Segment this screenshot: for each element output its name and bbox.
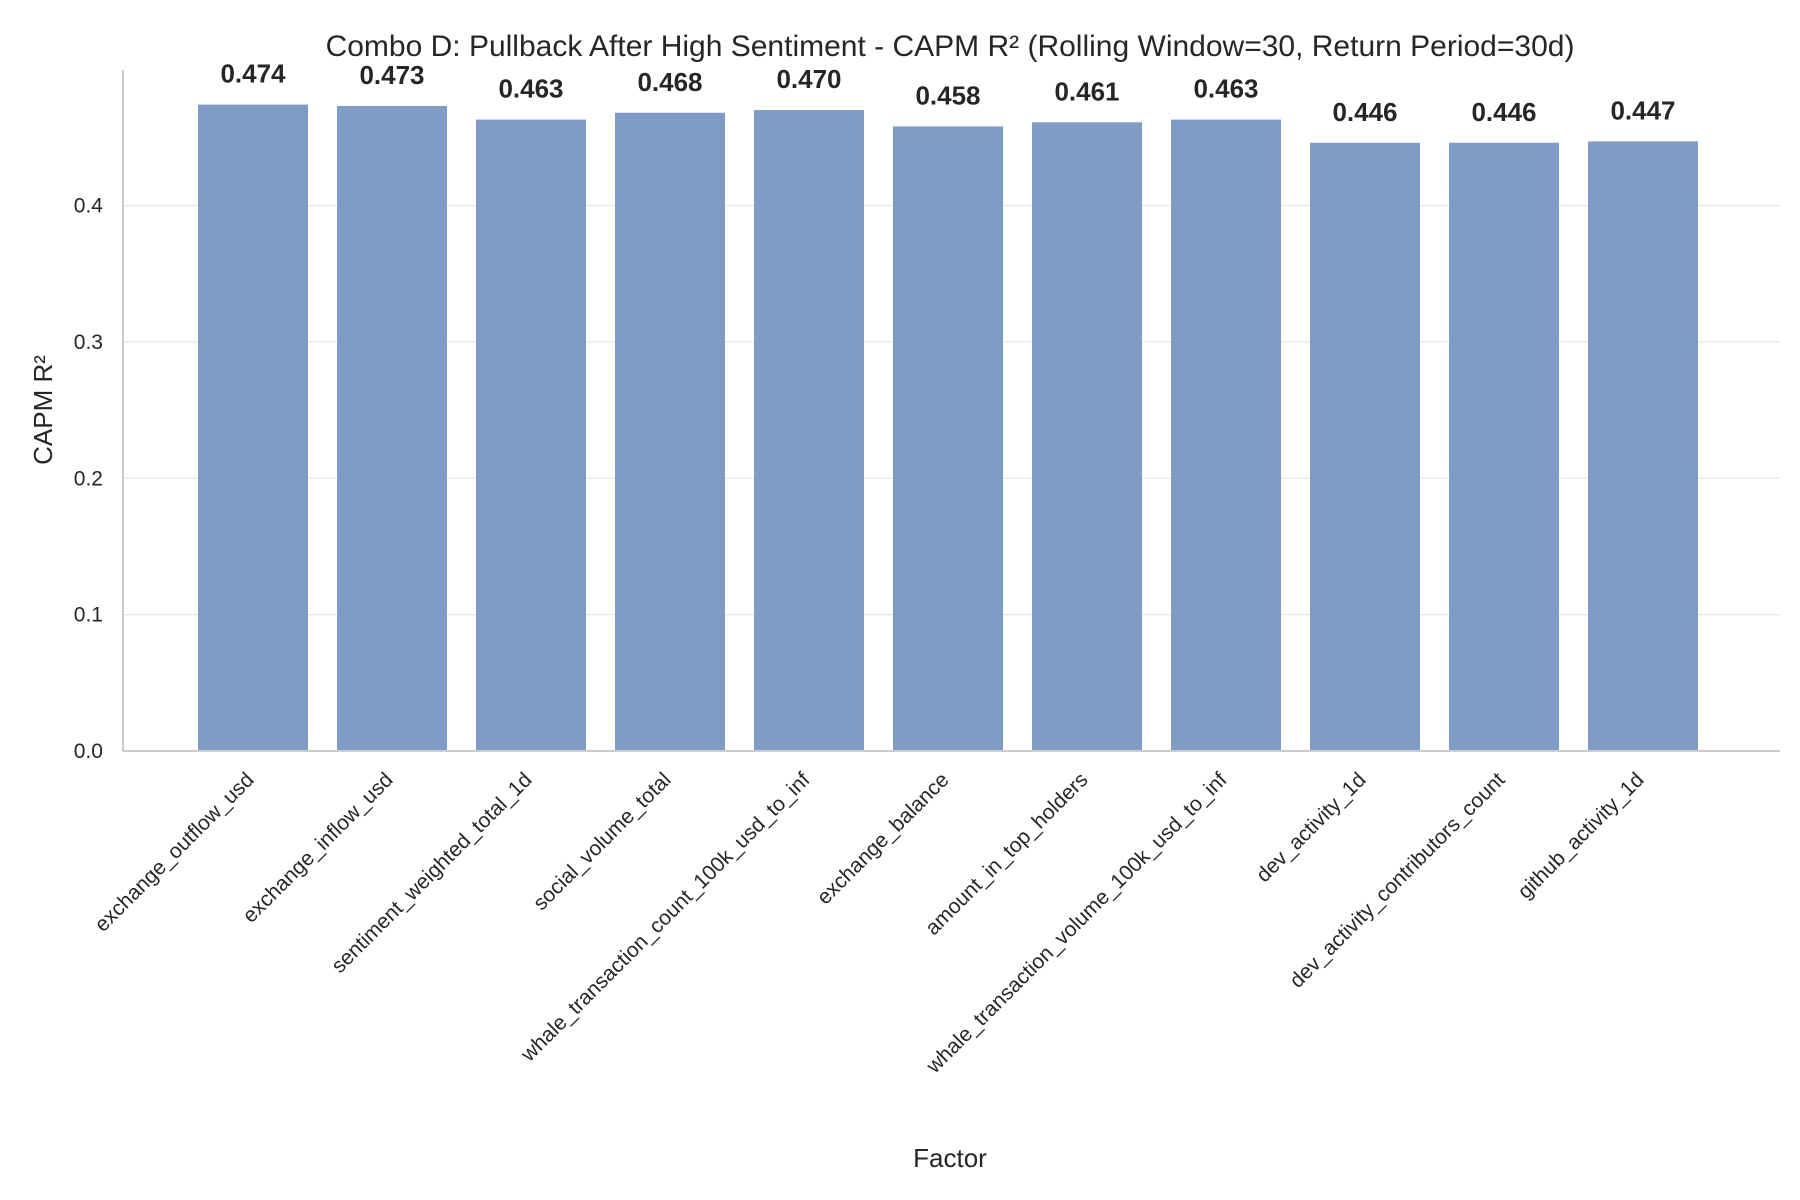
y-tick-label: 0.4 — [74, 195, 104, 218]
bar-value-label: 0.463 — [498, 74, 563, 104]
x-tick-label: whale_transaction_volume_100k_usd_to_inf — [922, 768, 1232, 1078]
bar — [198, 104, 308, 751]
x-tick-label: social_volume_total — [529, 768, 676, 915]
bar-layer — [198, 104, 1698, 752]
y-tick-layer: 0.0 0.1 0.2 0.3 0.4 — [74, 195, 104, 764]
y-tick-label: 0.2 — [74, 467, 103, 490]
bar-value-label: 0.468 — [637, 67, 702, 97]
spine-layer — [122, 70, 1780, 752]
bar — [1310, 142, 1420, 751]
bar — [754, 110, 864, 752]
bar — [1171, 119, 1281, 752]
bar-value-label: 0.463 — [1193, 74, 1258, 104]
bar — [1449, 142, 1559, 751]
bar — [1032, 122, 1142, 751]
bar-value-label: 0.470 — [776, 64, 841, 94]
y-axis-label: CAPM R² — [28, 355, 58, 465]
x-axis-label: Factor — [913, 1143, 987, 1173]
chart-title: Combo D: Pullback After High Sentiment -… — [326, 30, 1575, 63]
bar-value-label: 0.446 — [1332, 97, 1397, 127]
bar-value-label: 0.461 — [1054, 76, 1119, 106]
y-tick-label: 0.1 — [74, 604, 103, 627]
bar — [1588, 141, 1698, 751]
label-layer: 0.474 0.473 0.463 0.468 0.470 0.458 0.461 0.463… — [220, 59, 1675, 127]
x-tick-label: github_activity_1d — [1513, 768, 1648, 903]
x-tick-label: dev_activity_contributors_count — [1285, 768, 1509, 992]
bar-value-label: 0.474 — [220, 59, 286, 89]
bar-value-label: 0.447 — [1610, 95, 1675, 125]
bar — [476, 119, 586, 752]
y-tick-label: 0.3 — [74, 331, 103, 354]
bar — [893, 126, 1003, 752]
bar — [337, 105, 447, 752]
y-tick-label: 0.0 — [74, 740, 103, 763]
bar — [615, 112, 725, 751]
x-tick-label: exchange_outflow_usd — [90, 768, 258, 936]
bar-value-label: 0.473 — [359, 60, 424, 90]
x-tick-label: exchange_balance — [813, 768, 954, 909]
x-tick-label: exchange_inflow_usd — [238, 768, 397, 927]
x-tick-label: whale_transaction_count_100k_usd_to_inf — [516, 768, 815, 1067]
bar-value-label: 0.446 — [1471, 97, 1536, 127]
x-tick-label: amount_in_top_holders — [921, 768, 1092, 939]
x-tick-label: dev_activity_1d — [1252, 768, 1371, 887]
bar-value-label: 0.458 — [915, 80, 980, 110]
